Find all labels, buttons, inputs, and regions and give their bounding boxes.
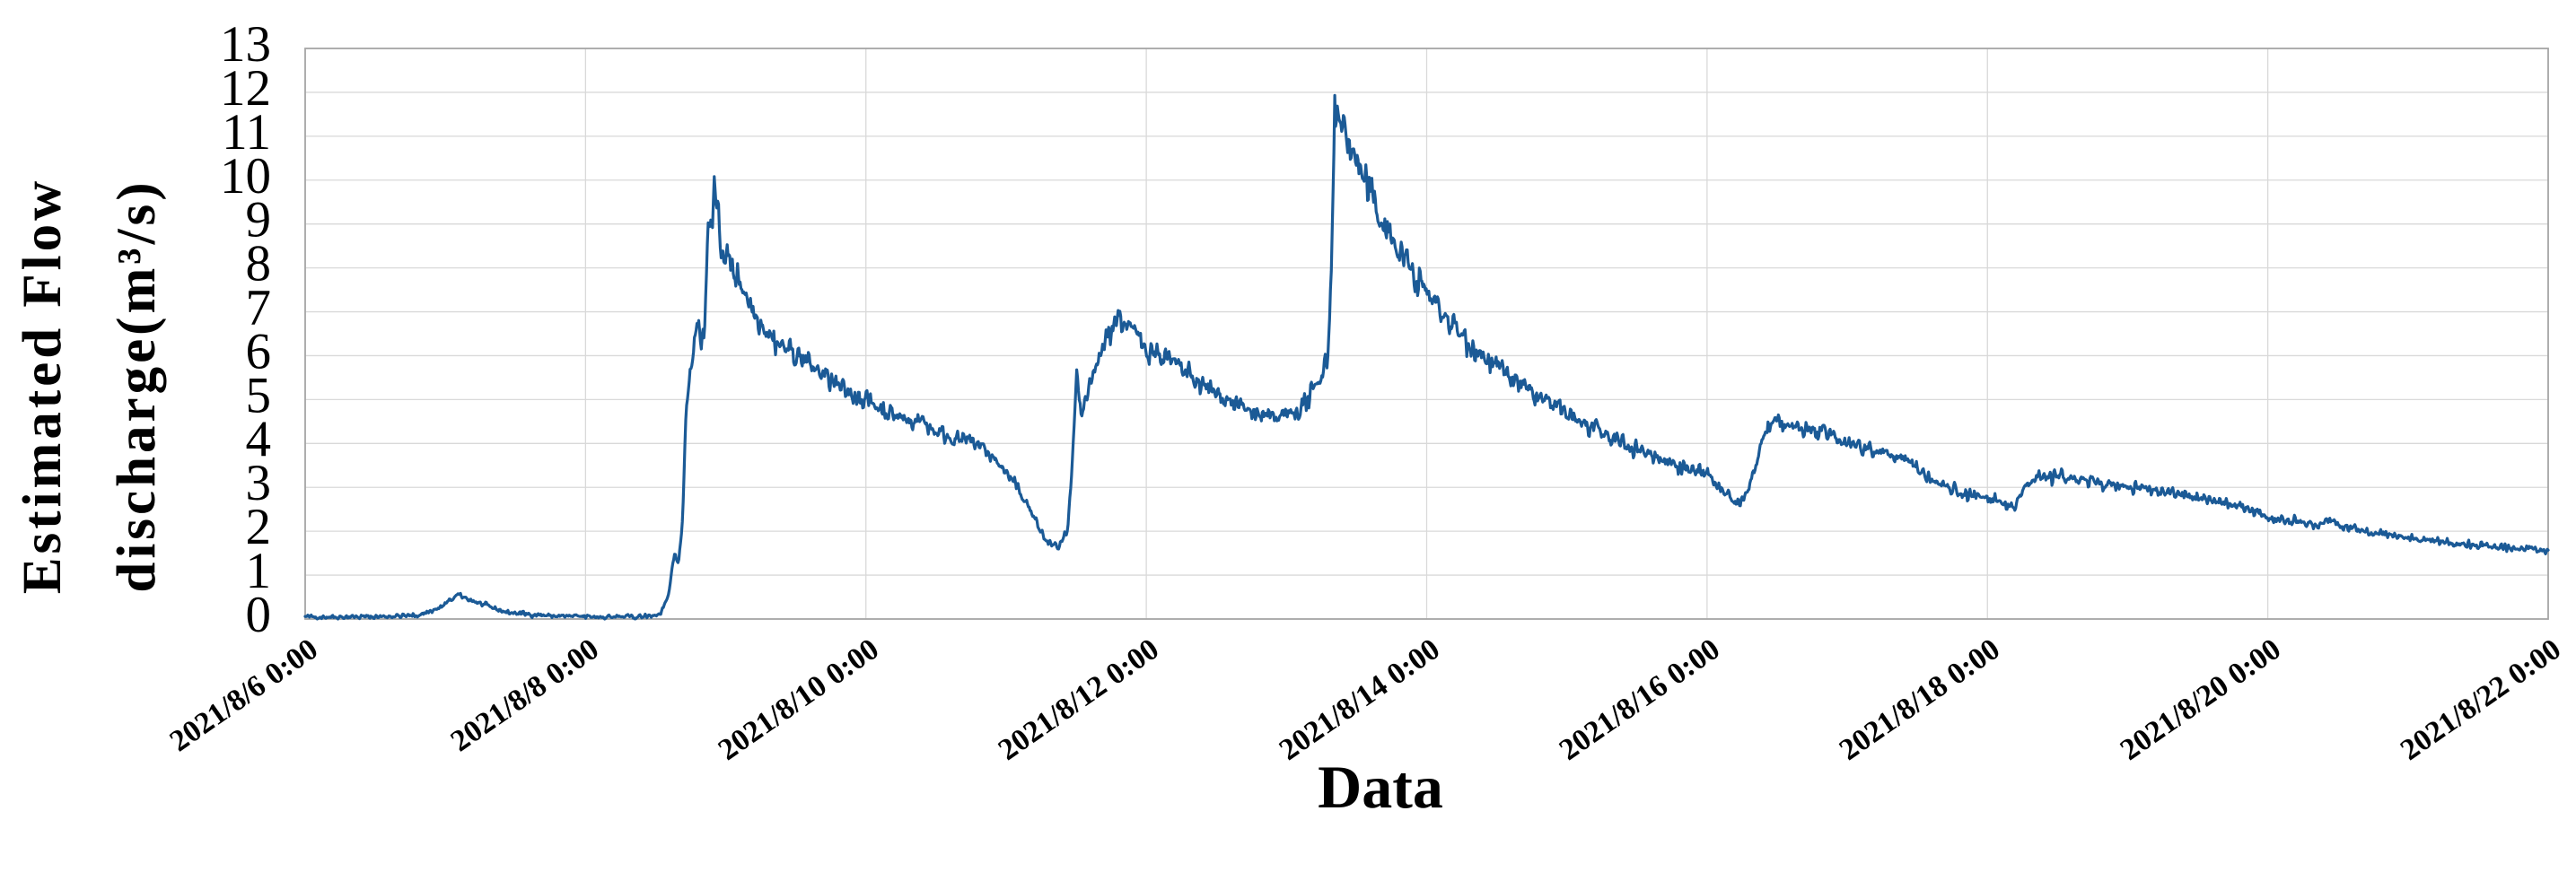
svg-text:13: 13 bbox=[220, 16, 271, 73]
svg-text:Data: Data bbox=[1318, 753, 1443, 821]
